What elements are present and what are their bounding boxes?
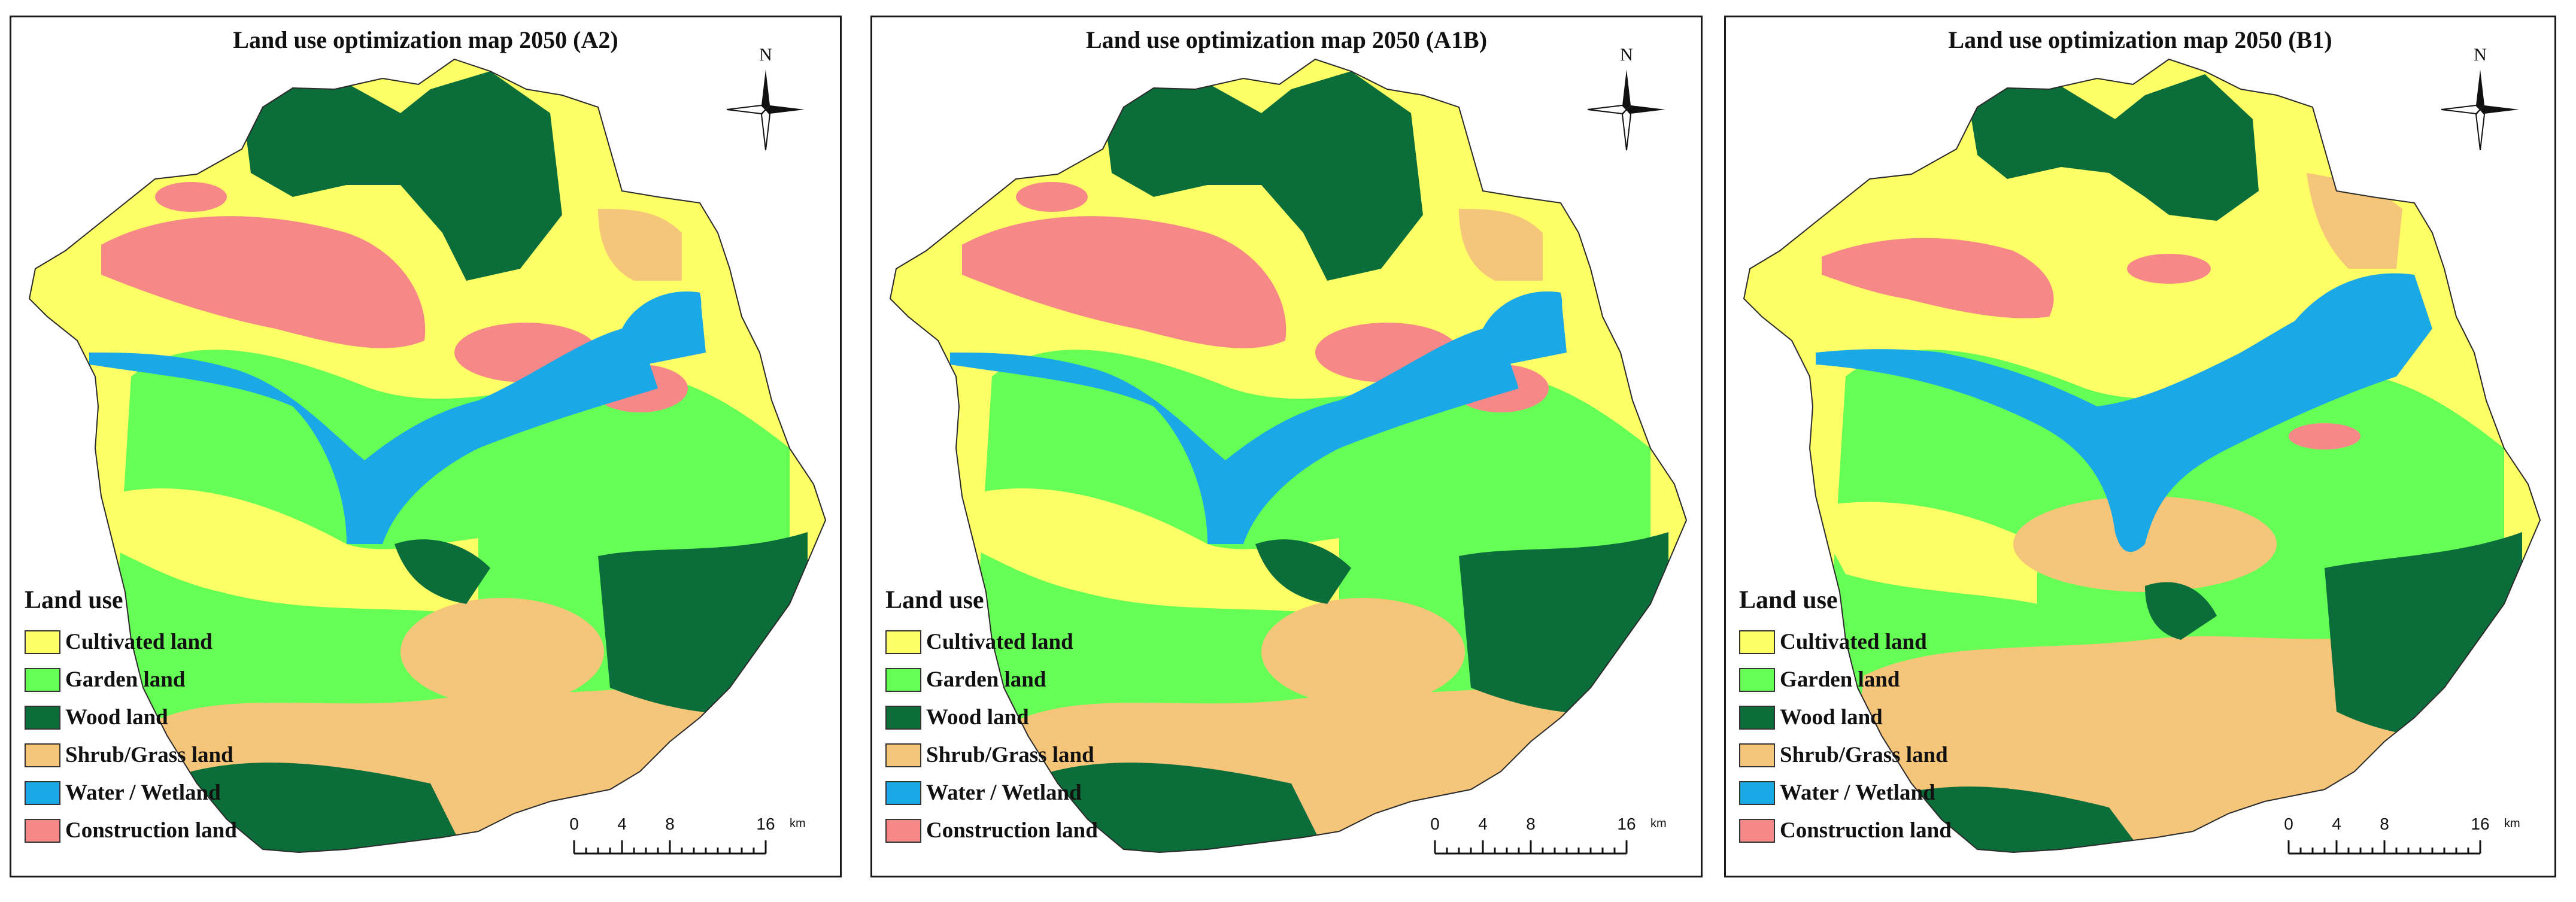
scale-tick-label: 16 xyxy=(756,815,775,833)
legend-swatch xyxy=(1739,780,1775,805)
legend: Land use Cultivated land Garden land Woo… xyxy=(25,586,336,849)
legend-swatch xyxy=(885,743,921,767)
legend-item-construction: Construction land xyxy=(1739,812,2050,849)
north-arrow-icon: N xyxy=(726,45,805,151)
legend-item-cultivated: Cultivated land xyxy=(885,623,1197,661)
legend-label: Construction land xyxy=(65,818,237,843)
legend-label: Shrub/Grass land xyxy=(65,743,233,767)
north-arrow-icon: N xyxy=(1587,45,1665,151)
legend-item-wood: Wood land xyxy=(885,698,1197,736)
scale-unit: km xyxy=(2504,817,2520,830)
land-use-map-b1 xyxy=(1743,58,2541,854)
north-label: N xyxy=(2474,45,2487,65)
legend-item-cultivated: Cultivated land xyxy=(25,623,336,661)
legend-label: Shrub/Grass land xyxy=(926,743,1094,767)
legend-item-shrub: Shrub/Grass land xyxy=(1739,736,2050,774)
legend-item-construction: Construction land xyxy=(25,812,336,849)
legend: Land use Cultivated land Garden land Woo… xyxy=(1739,586,2050,849)
legend-swatch xyxy=(25,705,60,730)
legend-label: Construction land xyxy=(1780,818,1952,843)
scale-bar: 0 4 8 16 km xyxy=(1430,815,1667,855)
legend-swatch xyxy=(1739,667,1775,692)
scale-tick-label: 4 xyxy=(617,815,627,833)
panel-title: Land use optimization map 2050 (A2) xyxy=(233,26,618,53)
legend-label: Water / Wetland xyxy=(926,780,1082,805)
legend-swatch xyxy=(1739,818,1775,843)
panel-title: Land use optimization map 2050 (A1B) xyxy=(1085,26,1488,53)
legend-label: Wood land xyxy=(926,705,1029,730)
legend-item-garden: Garden land xyxy=(885,661,1197,698)
legend-swatch xyxy=(885,705,921,730)
scale-bar: 0 4 8 16 km xyxy=(2284,815,2520,855)
scale-tick-label: 8 xyxy=(665,815,675,833)
legend-swatch xyxy=(25,667,60,692)
legend-label: Wood land xyxy=(65,705,168,730)
legend-swatch xyxy=(885,667,921,692)
scale-tick-label: 16 xyxy=(2471,815,2489,833)
scale-unit: km xyxy=(790,817,806,830)
legend-item-shrub: Shrub/Grass land xyxy=(25,736,336,774)
legend-swatch xyxy=(885,630,921,654)
legend-item-cultivated: Cultivated land xyxy=(1739,623,2050,661)
legend-swatch xyxy=(1739,743,1775,767)
scale-tick-label: 0 xyxy=(569,815,579,833)
legend-label: Water / Wetland xyxy=(65,780,221,805)
panel-title: Land use optimization map 2050 (B1) xyxy=(1948,26,2332,53)
scale-tick-label: 0 xyxy=(2284,815,2293,833)
legend-item-wood: Wood land xyxy=(25,698,336,736)
scale-tick-label: 8 xyxy=(1526,815,1536,833)
legend-label: Garden land xyxy=(926,667,1046,692)
legend-title: Land use xyxy=(885,587,984,614)
map-panel-a2: Land use optimization map 2050 (A2) N La… xyxy=(10,16,842,877)
scale-tick-label: 0 xyxy=(1430,815,1440,833)
legend-item-shrub: Shrub/Grass land xyxy=(885,736,1197,774)
legend-item-wood: Wood land xyxy=(1739,698,2050,736)
legend-label: Water / Wetland xyxy=(1780,780,1935,805)
legend-item-garden: Garden land xyxy=(25,661,336,698)
legend-label: Wood land xyxy=(1780,705,1883,730)
land-use-map-a2 xyxy=(28,58,827,854)
land-use-map-a1b xyxy=(889,58,1688,854)
map-boundary xyxy=(28,58,827,854)
legend-item-construction: Construction land xyxy=(885,812,1197,849)
map-panel-b1: Land use optimization map 2050 (B1) N La… xyxy=(1724,16,2556,877)
scale-tick-label: 4 xyxy=(1478,815,1488,833)
legend-label: Cultivated land xyxy=(1780,630,1927,654)
legend-swatch xyxy=(1739,630,1775,654)
map-boundary xyxy=(1743,58,2541,854)
legend-label: Garden land xyxy=(1780,667,1900,692)
scale-tick-label: 4 xyxy=(2332,815,2341,833)
scale-tick-label: 16 xyxy=(1617,815,1636,833)
legend-label: Garden land xyxy=(65,667,186,692)
map-panel-a1b: Land use optimization map 2050 (A1B) N L… xyxy=(870,16,1703,877)
legend-title: Land use xyxy=(1739,587,1838,614)
legend-title: Land use xyxy=(25,587,123,614)
legend-label: Cultivated land xyxy=(65,630,213,654)
scale-unit: km xyxy=(1650,817,1667,830)
north-label: N xyxy=(759,45,772,65)
north-arrow-icon: N xyxy=(2441,45,2519,151)
legend-item-water: Water / Wetland xyxy=(25,774,336,812)
legend-item-water: Water / Wetland xyxy=(1739,774,2050,812)
legend-swatch xyxy=(25,818,60,843)
legend-swatch xyxy=(25,780,60,805)
north-label: N xyxy=(1620,45,1633,65)
legend-swatch xyxy=(885,818,921,843)
legend-label: Cultivated land xyxy=(926,630,1073,654)
map-land-cover xyxy=(1744,59,2540,852)
legend-swatch xyxy=(25,630,60,654)
legend-label: Construction land xyxy=(926,818,1098,843)
scale-bar: 0 4 8 16 km xyxy=(569,815,806,855)
legend-swatch xyxy=(885,780,921,805)
legend-swatch xyxy=(1739,705,1775,730)
legend-item-garden: Garden land xyxy=(1739,661,2050,698)
legend-label: Shrub/Grass land xyxy=(1780,743,1948,767)
legend-item-water: Water / Wetland xyxy=(885,774,1197,812)
map-boundary xyxy=(889,58,1688,854)
legend: Land use Cultivated land Garden land Woo… xyxy=(885,586,1197,849)
scale-tick-label: 8 xyxy=(2380,815,2389,833)
legend-swatch xyxy=(25,743,60,767)
